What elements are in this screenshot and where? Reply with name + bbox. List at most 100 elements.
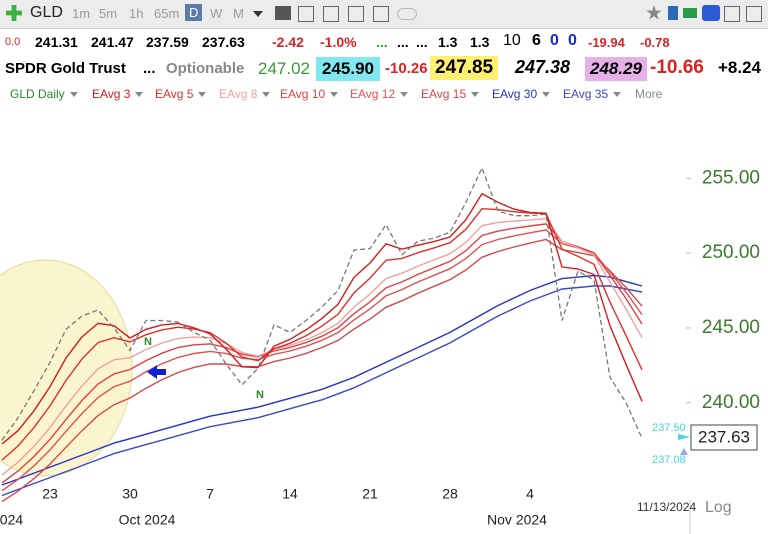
quote-field: 1.3 (438, 34, 458, 50)
rt-icon[interactable] (683, 8, 697, 18)
quote-field: -10.26 (385, 60, 428, 77)
toolbar: GLD 1m 5m 1h 65m D W M (0, 0, 768, 29)
date-label: 11/13/2024 (637, 500, 696, 514)
quote-field: 6 (532, 32, 541, 49)
quote-field: 247.38 (515, 57, 571, 77)
tool-icon[interactable] (323, 6, 339, 22)
quote-field: ... (416, 34, 428, 50)
quote-field: 241.47 (91, 34, 134, 50)
interval[interactable]: W (210, 6, 223, 21)
legend: GLD Daily EAvg 3 EAvg 5 EAvg 8 EAvg 10 EAvg 1… (0, 84, 768, 104)
legend-item[interactable]: EAvg 15 (421, 87, 480, 101)
legend-item[interactable]: GLD Daily (10, 87, 78, 101)
legend-label: EAvg 35 (563, 87, 609, 101)
series-line (1, 274, 643, 486)
quote-field: 248.29 (585, 57, 647, 81)
y-tick-label: 245.00 (702, 317, 760, 338)
last-price: 237.63 (698, 427, 750, 446)
legend-label: EAvg 8 (219, 87, 258, 101)
legend-item[interactable]: EAvg 30 (492, 87, 551, 101)
interval[interactable]: 65m (154, 6, 180, 21)
legend-label: EAvg 12 (350, 87, 396, 101)
quote-row: 0.0 241.31 241.47 237.59 237.63 -2.42 -1.0%...… (0, 29, 768, 55)
legend-label: EAvg 3 (92, 87, 131, 101)
dropdown[interactable] (613, 92, 622, 98)
quote-field: 237.59 (146, 34, 189, 50)
legend-label: EAvg 5 (155, 87, 194, 101)
quote-field: 1.3 (470, 34, 490, 50)
series-line (1, 192, 643, 445)
month-label: Oct 2024 (119, 512, 176, 528)
dropdown[interactable] (253, 11, 263, 17)
annotation: N (144, 336, 152, 348)
month-label: Nov 2024 (487, 512, 547, 528)
legend-item[interactable]: EAvg 5 (155, 87, 207, 101)
quote-field: 245.90 (316, 57, 380, 81)
interval[interactable]: 5m (99, 6, 118, 21)
series-line (1, 285, 643, 497)
y-tick-label: 240.00 (702, 392, 760, 413)
dropdown[interactable] (262, 92, 271, 98)
x-tick-label: 7 (206, 486, 214, 502)
tool-icon[interactable] (397, 8, 417, 20)
legend-label: EAvg 15 (421, 87, 467, 101)
x-tick-label: 21 (362, 486, 378, 502)
legend-item[interactable]: EAvg 35 (563, 87, 622, 101)
tool-icon[interactable] (275, 6, 291, 20)
quote-field: ... (376, 34, 388, 50)
dropdown[interactable] (400, 92, 409, 98)
dropdown[interactable] (330, 92, 339, 98)
interval[interactable]: 1m (72, 6, 91, 21)
quote-field: SPDR Gold Trust (5, 60, 126, 77)
annotation: N (256, 389, 264, 401)
dropdown[interactable] (471, 92, 480, 98)
series-line (1, 238, 643, 503)
s-icon[interactable] (702, 5, 720, 21)
quote-field: -0.78 (640, 35, 670, 50)
arrow (147, 365, 166, 379)
quote-field: 0.0 (5, 36, 21, 48)
side-label: 237.08 (652, 454, 686, 466)
last-price-box (690, 424, 758, 451)
symbol[interactable]: GLD (30, 4, 63, 21)
x-tick-label: 4 (526, 486, 534, 502)
dropdown[interactable] (69, 92, 78, 98)
add-icon[interactable] (6, 5, 22, 21)
quote-field: -1.0% (320, 34, 357, 50)
quote-row: SPDR Gold Trust... Optionable 247.02 245.90… (0, 55, 768, 84)
plot: 240.00 245.00 250.00 255.00 23 30 7 14 21 28 4 (1, 166, 760, 503)
tool-icon[interactable] (348, 6, 364, 22)
legend-label: EAvg 10 (280, 87, 326, 101)
interval[interactable]: M (233, 6, 244, 21)
legend-item[interactable]: EAvg 8 (219, 87, 271, 101)
legend-item[interactable]: EAvg 10 (280, 87, 339, 101)
series-line (1, 217, 643, 476)
quote-field: -2.42 (272, 34, 304, 50)
quote-field: -10.66 (650, 57, 704, 78)
legend-item[interactable]: EAvg 3 (92, 87, 144, 101)
interval[interactable]: 1h (129, 6, 144, 21)
x-tick-label: 28 (442, 486, 458, 502)
quote-field: +8.24 (718, 58, 762, 77)
legend-item[interactable]: EAvg 12 (350, 87, 409, 101)
interval-active[interactable]: D (185, 4, 203, 21)
quote-field: Optionable (166, 60, 245, 77)
quote-field: 247.85 (430, 56, 499, 80)
dropdown[interactable] (135, 92, 144, 98)
flag-icon[interactable] (668, 6, 678, 20)
window-icon[interactable] (746, 6, 762, 22)
tool-icon[interactable] (298, 6, 314, 22)
window-icon[interactable] (724, 6, 740, 22)
x-tick-label: 30 (122, 486, 138, 502)
quote-field: 0 (550, 32, 559, 49)
star-icon[interactable] (646, 5, 662, 20)
legend-more[interactable]: More (635, 87, 663, 101)
dropdown[interactable] (198, 92, 207, 98)
tool-icon[interactable] (373, 6, 389, 22)
quote-field: 10 (503, 32, 521, 49)
dropdown[interactable] (542, 92, 551, 98)
quote-field: -19.94 (588, 35, 625, 50)
scale-button[interactable]: Log (705, 499, 732, 516)
month-label: 2024 (0, 512, 23, 528)
